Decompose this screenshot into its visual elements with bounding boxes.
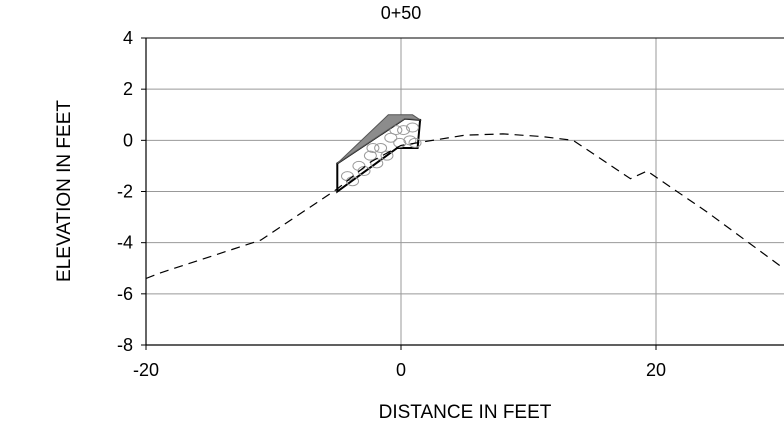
x-tick-label: -20 — [133, 360, 159, 380]
x-axis-title: DISTANCE IN FEET — [379, 402, 552, 423]
riprap-stone — [363, 150, 377, 161]
riprap-cap — [336, 114, 422, 164]
ground-profile-layer — [146, 133, 784, 280]
y-tick-label: 2 — [123, 79, 133, 99]
riprap-stone — [374, 143, 388, 154]
riprap-stone — [408, 137, 422, 148]
grid — [146, 38, 784, 345]
riprap-stone — [366, 143, 380, 154]
riprap-stone — [389, 125, 403, 136]
tick-labels: 420-2-4-6-8-20 0 20 — [117, 28, 666, 380]
chart-title: 0+50 — [381, 3, 422, 23]
y-axis-title: ELEVATION IN FEET — [54, 100, 75, 282]
riprap-stone — [397, 125, 411, 136]
riprap-stone — [384, 132, 398, 143]
axes — [141, 37, 784, 350]
y-tick-label: -6 — [117, 284, 133, 304]
y-tick-label: 0 — [123, 130, 133, 150]
riprap-stone — [380, 150, 394, 161]
riprap-layer — [336, 114, 422, 194]
y-tick-label: 4 — [123, 28, 133, 48]
x-tick-label: 20 — [646, 360, 666, 380]
ground-profile-line — [146, 133, 784, 280]
x-tick-label: 0 — [396, 360, 406, 380]
riprap-stone — [405, 122, 419, 133]
riprap-stone — [352, 160, 366, 171]
y-tick-label: -2 — [117, 182, 133, 202]
y-tick-label: -4 — [117, 233, 133, 253]
riprap-stone — [393, 137, 407, 148]
y-tick-label: -8 — [117, 335, 133, 355]
